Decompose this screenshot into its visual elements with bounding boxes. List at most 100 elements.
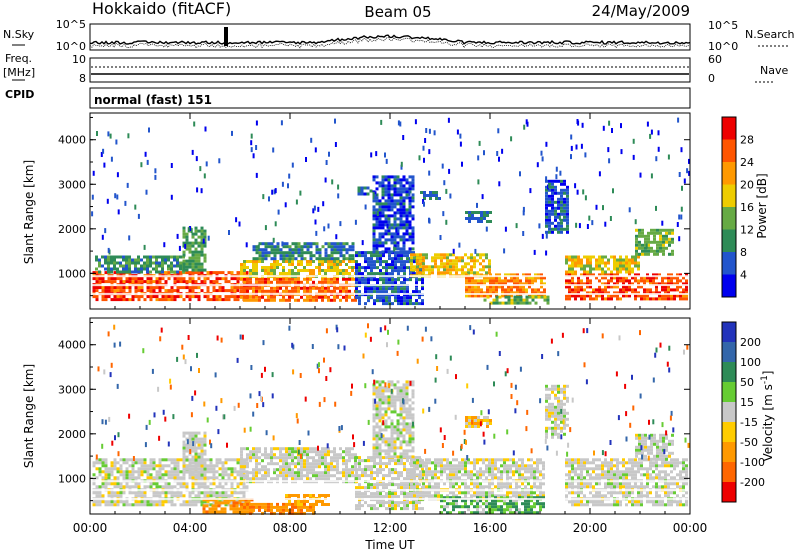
power-cell bbox=[560, 230, 563, 234]
velocity-cell bbox=[372, 401, 376, 405]
power-cell bbox=[400, 269, 403, 273]
power-cell bbox=[276, 277, 279, 281]
power-cell bbox=[616, 279, 619, 283]
velocity-cell bbox=[230, 494, 234, 498]
velocity-cell bbox=[399, 395, 403, 399]
power-cell bbox=[197, 256, 201, 260]
power-cell bbox=[116, 255, 119, 259]
power-cell bbox=[468, 217, 471, 220]
power-cell bbox=[282, 269, 285, 272]
velocity-cell bbox=[203, 473, 207, 477]
velocity-cell bbox=[303, 494, 306, 497]
velocity-cell bbox=[384, 425, 388, 429]
power-cell bbox=[513, 282, 516, 286]
velocity-cell bbox=[155, 491, 159, 495]
power-cell bbox=[330, 280, 333, 284]
velocity-cell bbox=[399, 407, 403, 411]
power-cell bbox=[240, 286, 243, 290]
velocity-cell bbox=[303, 462, 306, 466]
velocity-cell bbox=[321, 459, 324, 463]
power-cell bbox=[577, 261, 580, 265]
power-cell bbox=[173, 289, 177, 293]
power-cell bbox=[656, 243, 659, 247]
velocity-cell bbox=[264, 465, 267, 469]
velocity-cell bbox=[387, 401, 391, 405]
velocity-cell bbox=[143, 494, 147, 498]
power-cell bbox=[537, 276, 540, 280]
power-cell bbox=[107, 258, 110, 262]
velocity-cell bbox=[235, 504, 239, 508]
power-cell bbox=[342, 289, 345, 293]
power-cell bbox=[482, 259, 485, 263]
power-speckle bbox=[170, 194, 173, 200]
velocity-cell bbox=[152, 464, 156, 468]
power-cell bbox=[373, 299, 376, 303]
power-cell bbox=[510, 301, 514, 305]
power-cell bbox=[390, 241, 394, 245]
power-cell bbox=[364, 302, 367, 306]
velocity-cell bbox=[421, 468, 424, 472]
power-cell bbox=[415, 287, 418, 291]
power-cell bbox=[185, 280, 189, 284]
velocity-cell bbox=[179, 503, 183, 507]
velocity-cell bbox=[381, 380, 385, 384]
power-cell bbox=[388, 263, 391, 267]
velocity-cell bbox=[300, 462, 303, 466]
velocity-cell bbox=[406, 474, 409, 478]
velocity-cell bbox=[415, 504, 418, 508]
velocity-cell bbox=[197, 470, 201, 474]
power-cell bbox=[285, 242, 289, 246]
power-cell bbox=[119, 295, 123, 299]
power-cell bbox=[358, 251, 361, 255]
power-cell bbox=[197, 271, 201, 275]
power-cell bbox=[240, 263, 243, 266]
velocity-cell bbox=[212, 494, 216, 498]
power-cell bbox=[191, 271, 195, 275]
velocity-cell bbox=[288, 450, 291, 454]
velocity-cell bbox=[270, 456, 273, 460]
power-cell bbox=[354, 298, 357, 302]
velocity-cell bbox=[315, 477, 318, 481]
power-speckle bbox=[608, 158, 611, 164]
velocity-cell bbox=[110, 464, 114, 468]
power-cell bbox=[379, 299, 382, 303]
power-cell bbox=[306, 298, 309, 302]
power-cell bbox=[330, 263, 333, 266]
power-cell bbox=[375, 202, 379, 206]
nsky-strip-frame bbox=[89, 23, 691, 51]
power-speckle bbox=[578, 223, 581, 229]
power-cell bbox=[378, 208, 382, 212]
power-cell bbox=[342, 295, 345, 299]
power-cell bbox=[583, 264, 586, 268]
power-cell bbox=[372, 247, 376, 251]
velocity-cell bbox=[131, 503, 135, 507]
power-cell bbox=[637, 267, 640, 271]
power-cell bbox=[158, 277, 162, 281]
power-cell bbox=[480, 211, 483, 214]
power-cell bbox=[194, 256, 198, 260]
power-cell bbox=[375, 175, 379, 179]
velocity-cell bbox=[387, 449, 391, 453]
power-cell bbox=[381, 184, 385, 188]
power-cell bbox=[104, 295, 108, 299]
velocity-cell bbox=[221, 494, 225, 498]
power-cell bbox=[185, 235, 189, 239]
power-cell bbox=[288, 272, 291, 275]
power-cell bbox=[498, 301, 502, 305]
velocity-cell bbox=[297, 505, 300, 509]
power-cell bbox=[309, 295, 312, 299]
velocity-cell bbox=[428, 473, 431, 477]
velocity-cell bbox=[170, 494, 174, 498]
power-cell bbox=[170, 286, 174, 290]
power-speckle bbox=[620, 149, 623, 155]
power-cell bbox=[486, 276, 489, 280]
velocity-cell bbox=[92, 482, 96, 486]
velocity-cell bbox=[364, 486, 367, 490]
power-cell bbox=[432, 194, 435, 197]
power-cell bbox=[291, 257, 295, 261]
velocity-cell bbox=[315, 462, 318, 466]
power-cell bbox=[507, 288, 510, 292]
velocity-cell bbox=[261, 453, 264, 457]
velocity-cell bbox=[264, 502, 267, 506]
power-cell bbox=[563, 227, 566, 231]
